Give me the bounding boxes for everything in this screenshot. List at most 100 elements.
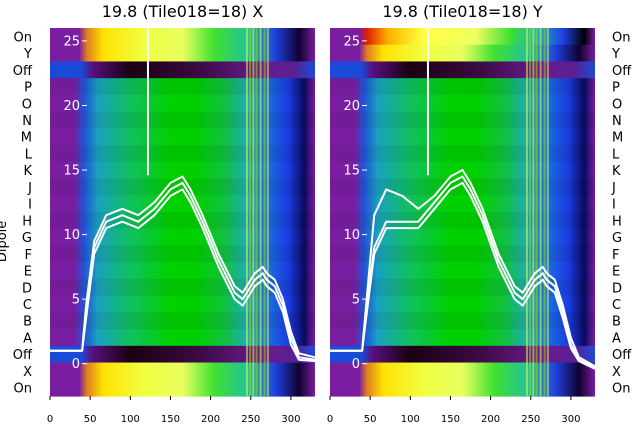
x-tick-label: 100 [401,414,420,425]
chart-title: 19.8 (Tile018=18) Y [382,2,543,21]
row-label: H [612,214,622,229]
overlay-series-2 [50,188,316,363]
row-label: On [14,382,32,397]
overlay-series-2 [330,181,596,370]
x-tick-label: 50 [84,414,97,425]
heatmap-row-x-20 [50,362,315,380]
overlay-ytick-label: 25 [343,34,360,49]
rfi-streak [543,28,546,396]
row-label: Off [13,348,33,363]
heatmap-row-b-17 [50,312,315,330]
heatmap-row-shade [330,111,595,129]
x-tick-label: 200 [201,414,220,425]
heatmap-row-shade [330,178,595,196]
x-tick-label: 300 [561,414,580,425]
row-label: Off [612,348,632,363]
heatmap-row-g-12 [330,228,595,247]
row-label: K [23,164,32,179]
y-axis-label: Dipole [0,221,10,262]
rfi-streak [529,28,532,396]
heatmap-row-i-10 [330,195,595,213]
row-label: On [612,30,630,45]
row-label: N [22,114,32,129]
heatmap-row-shade [330,145,595,162]
heatmap-row-shade [50,212,315,229]
overlay-ytick-label: 15 [343,164,360,179]
heatmap-row-m-6 [330,128,595,146]
heatmap-row-on-21 [50,379,315,397]
overlay-series-1 [330,169,596,368]
row-label: F [25,248,32,263]
heatmap-row-a-18 [330,329,595,347]
row-label: I [28,198,32,213]
row-label: M [612,131,623,146]
heatmap-row-off-19 [330,345,595,364]
rfi-streak [263,28,266,396]
overlay-ytick-label: 5 [352,293,360,308]
heatmap-row-shade [330,212,595,229]
row-label: H [22,214,32,229]
row-label: Off [13,64,33,79]
x-tick-label: 250 [241,414,260,425]
row-label: F [612,248,619,263]
rfi-streak [546,28,549,396]
heatmap-row-c-16 [50,295,315,313]
heatmap-row-p-3 [330,78,595,96]
rfi-streak [525,28,528,396]
rfi-streak [245,28,248,396]
row-label: B [612,315,621,330]
row-label: L [25,147,33,162]
heatmap-row-n-5 [330,111,595,129]
heatmap-row-off-2 [50,61,315,79]
heatmap-row-shade [330,78,595,95]
heatmap-row-shade [50,111,315,129]
heatmap-row-shade [50,78,315,95]
row-label: On [612,382,630,397]
x-tick-label: 0 [47,414,53,425]
row-label: B [23,315,32,330]
rfi-streak [259,28,262,396]
heatmap-row-l-7 [330,145,595,163]
heatmap-row-f-13 [330,245,595,263]
heatmap-row-shade [50,178,315,196]
x-tick-label: 150 [161,414,180,425]
row-label: J [27,181,32,196]
x-tick-label: 0 [327,414,333,425]
heatmap-row-on-0 [330,28,595,46]
heatmap-row-i-10 [50,195,315,213]
rfi-streak [252,28,255,396]
heatmap-row-m-6 [50,128,315,146]
row-label: Y [611,47,620,62]
heatmap-row-h-11 [330,212,595,230]
heatmap-row-l-7 [50,145,315,163]
heatmap-row-y-1 [50,44,315,63]
x-tick-label: 100 [121,414,140,425]
row-label: K [612,164,621,179]
row-label: D [612,281,622,296]
heatmap-row-b-17 [330,312,595,330]
rfi-streak [535,28,538,396]
heatmap-row-g-12 [50,228,315,247]
x-tick-label: 150 [441,414,460,425]
x-tick-label: 200 [481,414,500,425]
heatmap-row-shade [50,245,315,263]
row-label: P [612,81,620,96]
heatmap-row-off-2 [330,61,595,79]
heatmap-row-j-9 [330,178,595,196]
row-label: E [612,265,620,280]
overlay-ytick-label: 10 [343,228,360,243]
heatmap-row-n-5 [50,111,315,129]
row-label: E [24,265,32,280]
heatmap-row-f-13 [50,245,315,263]
heatmap-row-shade [50,145,315,162]
rfi-streak [539,28,542,396]
heatmap-row-p-3 [50,78,315,96]
heatmap-row-on-0 [50,28,315,46]
overlay-ytick-label: 10 [63,228,80,243]
heatmap-row-o-4 [330,94,595,113]
heatmap-row-shade [50,312,315,330]
heatmap-row-shade [330,245,595,263]
